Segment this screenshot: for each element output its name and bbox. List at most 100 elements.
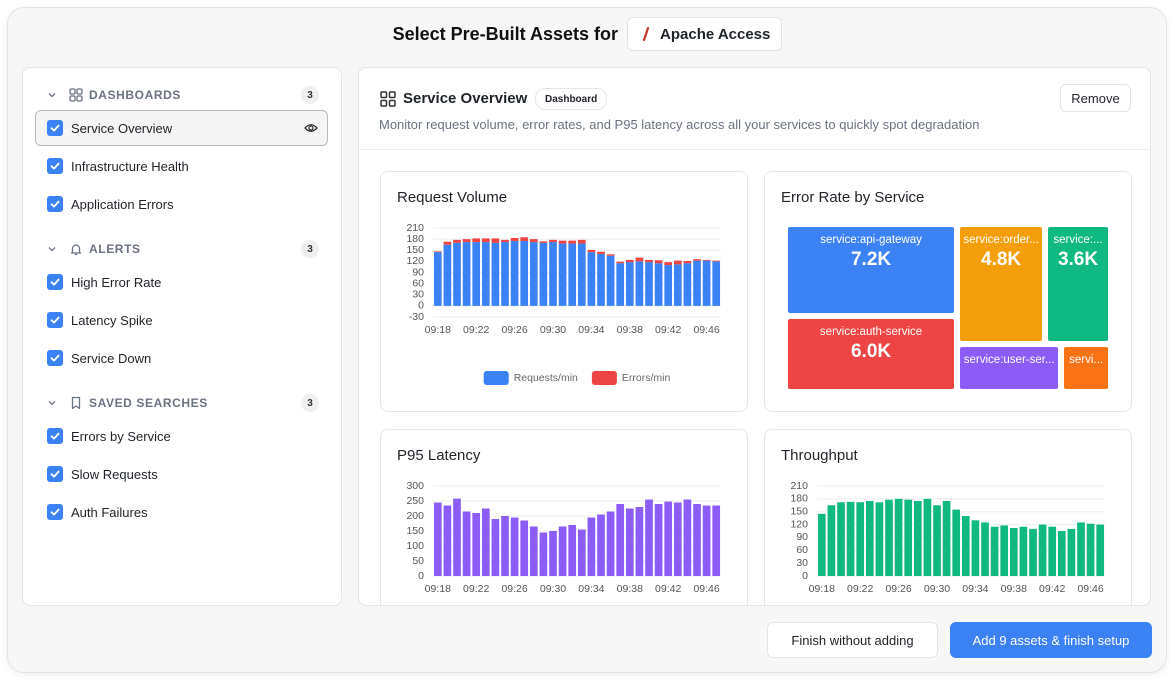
bar — [606, 255, 615, 306]
finish-button[interactable]: Finish without adding — [767, 622, 938, 658]
asset-item[interactable]: High Error Rate — [35, 264, 328, 300]
section-header[interactable]: DASHBOARDS 3 — [23, 70, 341, 108]
chart-card: Error Rate by Service service:api-gateway… — [764, 171, 1132, 412]
bar — [942, 501, 951, 576]
bar — [568, 525, 577, 576]
x-tick-label: 09:38 — [617, 324, 643, 336]
bar — [520, 240, 529, 306]
legend: Requests/min Errors/min — [483, 371, 670, 385]
y-tick-label: 200 — [406, 510, 424, 522]
chart-title: Throughput — [781, 447, 858, 464]
bar — [625, 262, 634, 306]
header-title: Select Pre-Built Assets for — [392, 23, 619, 44]
source-icon — [642, 27, 650, 41]
x-tick-label: 09:30 — [924, 583, 950, 595]
checkbox[interactable] — [47, 350, 63, 366]
detail-title: Service Overview — [403, 90, 528, 107]
checkbox[interactable] — [47, 504, 63, 520]
bar — [443, 244, 452, 306]
bar — [587, 517, 596, 576]
x-tick-label: 09:30 — [540, 324, 566, 336]
tile-name: servi... — [1069, 353, 1104, 366]
bar — [529, 526, 538, 576]
y-tick-label: 180 — [406, 233, 424, 245]
treemap-tile[interactable]: service:user-ser... — [960, 346, 1059, 389]
x-tick-label: 09:18 — [425, 583, 451, 595]
bar — [625, 508, 634, 576]
x-tick-label: 09:26 — [501, 324, 527, 336]
bar — [635, 257, 644, 262]
asset-item[interactable]: Service Down — [35, 340, 328, 376]
y-tick-label: 150 — [406, 244, 424, 256]
asset-item[interactable]: Auth Failures — [35, 494, 328, 530]
bar — [856, 502, 865, 576]
bar — [529, 242, 538, 306]
asset-item[interactable]: Slow Requests — [35, 456, 328, 492]
remove-button[interactable]: Remove — [1060, 84, 1131, 112]
bar — [616, 504, 625, 576]
x-tick-label: 09:46 — [1077, 583, 1103, 595]
y-tick-label: 300 — [406, 480, 424, 492]
section-count: 3 — [301, 394, 319, 412]
legend-swatch — [591, 371, 617, 385]
chevron[interactable] — [47, 398, 57, 408]
section-header[interactable]: SAVED SEARCHES 3 — [23, 378, 341, 416]
bar — [577, 243, 586, 306]
checkbox[interactable] — [47, 158, 63, 174]
detail-panel: Service Overview Dashboard Monitor reque… — [358, 67, 1151, 606]
bar — [529, 239, 538, 243]
x-tick-label: 09:22 — [463, 324, 489, 336]
detail-header: Service Overview Dashboard Monitor reque… — [359, 68, 1150, 150]
treemap-tile[interactable]: service:api-gateway 7.2K — [788, 227, 955, 313]
bar — [453, 239, 461, 243]
preview-icon[interactable] — [304, 121, 318, 135]
tile-name: service:api-gateway — [820, 234, 922, 246]
asset-item[interactable]: Errors by Service — [35, 418, 328, 454]
sidebar: DASHBOARDS 3 Service Overview Infrastructur… — [22, 67, 342, 606]
treemap-tile[interactable]: service:... 3.6K — [1048, 227, 1108, 341]
chevron[interactable] — [47, 90, 57, 100]
x-tick-label: 09:26 — [885, 583, 911, 595]
bar — [654, 260, 663, 264]
bar — [885, 499, 893, 576]
bar — [1029, 528, 1037, 576]
checkbox[interactable] — [47, 428, 63, 444]
asset-item[interactable]: Infrastructure Health — [35, 148, 328, 184]
bar — [1086, 523, 1095, 576]
asset-item[interactable]: Application Errors — [35, 186, 328, 222]
checkbox[interactable] — [47, 120, 63, 136]
item-label: Latency Spike — [71, 312, 153, 328]
bar — [683, 263, 692, 306]
bar — [1019, 526, 1028, 576]
checkmark — [50, 354, 60, 362]
bar — [1057, 531, 1066, 576]
treemap-tile[interactable]: servi... — [1064, 346, 1108, 389]
y-tick-label: 0 — [418, 570, 424, 582]
treemap-tile[interactable]: service:order... 4.8K — [960, 227, 1043, 341]
bar — [510, 238, 519, 241]
checkbox[interactable] — [47, 274, 63, 290]
bar — [683, 261, 692, 264]
chart-title: P95 Latency — [397, 447, 481, 464]
chart-card: 0 50 100 150 200 250 300 09:18 09:22 09:26 09:30 09… — [380, 429, 748, 605]
item-label: Infrastructure Health — [71, 158, 189, 174]
asset-item[interactable]: Latency Spike — [35, 302, 328, 338]
add-assets-button[interactable]: Add 9 assets & finish setup — [950, 622, 1152, 658]
x-tick-label: 09:18 — [425, 324, 451, 336]
chevron[interactable] — [47, 244, 57, 254]
bar — [904, 499, 913, 576]
bar — [702, 259, 711, 261]
section-header[interactable]: ALERTS 3 — [23, 224, 341, 262]
y-tick-label: 50 — [412, 555, 424, 567]
checkbox[interactable] — [47, 196, 63, 212]
checkbox[interactable] — [47, 312, 63, 328]
tile-value: 6.0K — [850, 340, 892, 362]
bar — [712, 505, 721, 576]
asset-item[interactable]: Service Overview — [35, 110, 328, 146]
bar — [846, 501, 855, 576]
treemap-tile[interactable]: service:auth-service 6.0K — [788, 318, 955, 389]
checkbox[interactable] — [47, 466, 63, 482]
x-tick-label: 09:38 — [617, 583, 643, 595]
